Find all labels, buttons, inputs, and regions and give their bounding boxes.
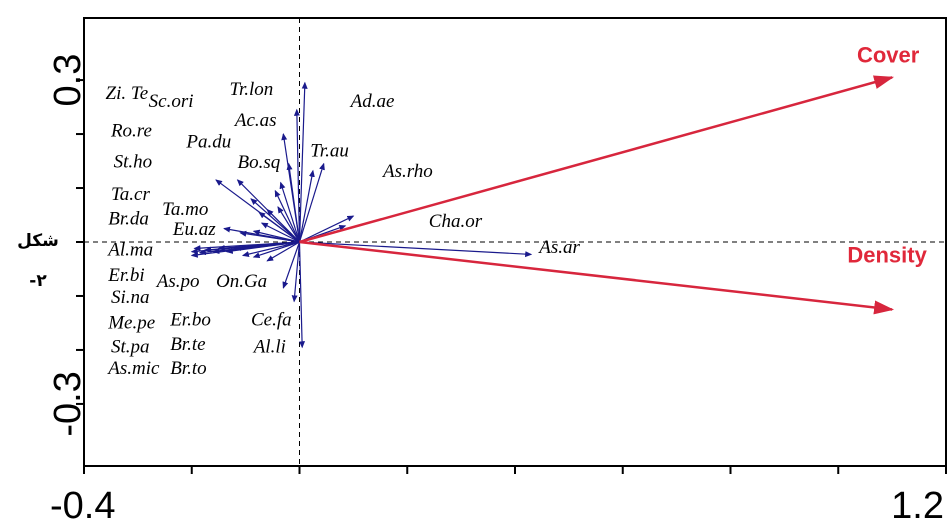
species-arrow	[215, 179, 300, 243]
species-label: Zi. Te	[106, 83, 149, 104]
species-label: Br.to	[170, 358, 206, 379]
species-arrow	[239, 230, 300, 243]
x-tick-label: -0.4	[50, 485, 115, 527]
species-label: Tr.au	[310, 141, 349, 162]
species-arrow	[299, 215, 355, 243]
env-arrow-density	[299, 240, 895, 315]
species-label: As.mic	[106, 358, 160, 379]
species-label: Al.li	[252, 337, 286, 358]
species-label: Ac.as	[233, 110, 277, 131]
species-label: Al.ma	[106, 239, 153, 260]
y-tick-label: -0.3	[47, 371, 89, 436]
env-label-cover: Cover	[857, 42, 920, 67]
species-vectors	[190, 81, 533, 349]
species-label: Sc.ori	[149, 91, 194, 112]
species-arrow	[260, 222, 300, 243]
species-label: Br.da	[108, 209, 149, 230]
species-label: Ta.cr	[111, 184, 151, 205]
species-label: Br.te	[170, 334, 205, 355]
side-label-line-2: -٢	[29, 271, 47, 291]
species-label: Si.na	[111, 287, 150, 308]
species-arrow	[241, 241, 300, 258]
env-arrow-cover	[299, 75, 895, 244]
y-tick-labels: 0.3 -0.3	[47, 54, 89, 437]
species-label: Ta.mo	[162, 199, 208, 220]
env-label-density: Density	[847, 242, 927, 267]
axis-ticks	[76, 79, 947, 474]
y-tick-label: 0.3	[47, 54, 89, 107]
x-tick-label: 1.2	[891, 485, 944, 527]
species-arrow	[279, 181, 301, 243]
side-label-line-1: شكل	[17, 231, 59, 251]
species-arrow	[277, 206, 301, 243]
species-label: Eu.az	[172, 219, 216, 240]
species-label: Ce.fa	[251, 310, 292, 331]
species-label: Er.bi	[107, 265, 144, 286]
species-label: Cha.or	[429, 211, 483, 232]
species-arrow	[298, 81, 308, 243]
species-arrow	[274, 189, 301, 243]
species-arrow	[282, 241, 301, 289]
species-arrow	[299, 241, 533, 258]
species-arrow	[236, 179, 300, 243]
species-arrow	[293, 108, 301, 243]
species-label: Ad.ae	[349, 91, 395, 112]
x-tick-labels: -0.4 1.2	[50, 485, 944, 527]
env-vectors	[299, 75, 895, 315]
species-labels: Zi. Te Sc.ori Tr.lon Ad.ae Ac.as Ro.re Pa.du Tr…	[106, 79, 581, 379]
species-label: Er.bo	[169, 310, 211, 331]
species-arrow	[286, 162, 301, 243]
species-arrow	[298, 169, 315, 243]
zero-lines	[84, 18, 946, 466]
species-arrow	[291, 241, 301, 303]
species-label: Pa.du	[185, 132, 231, 153]
species-arrow	[298, 241, 306, 349]
species-label: St.ho	[114, 152, 153, 173]
species-label: As.ar	[537, 237, 580, 258]
species-label: Tr.lon	[229, 79, 273, 100]
species-arrow	[252, 241, 300, 259]
species-arrow	[250, 198, 300, 243]
species-label: On.Ga	[216, 271, 267, 292]
species-label: Ro.re	[110, 121, 152, 142]
env-labels: Cover Density	[847, 42, 927, 267]
species-label: St.pa	[111, 337, 150, 358]
species-label: Me.pe	[107, 312, 155, 333]
species-label: Bo.sq	[238, 152, 281, 173]
species-arrow	[266, 241, 300, 262]
species-label: As.po	[155, 271, 200, 292]
species-arrow	[298, 162, 325, 243]
species-label: As.rho	[381, 161, 433, 182]
species-arrow	[233, 241, 300, 251]
